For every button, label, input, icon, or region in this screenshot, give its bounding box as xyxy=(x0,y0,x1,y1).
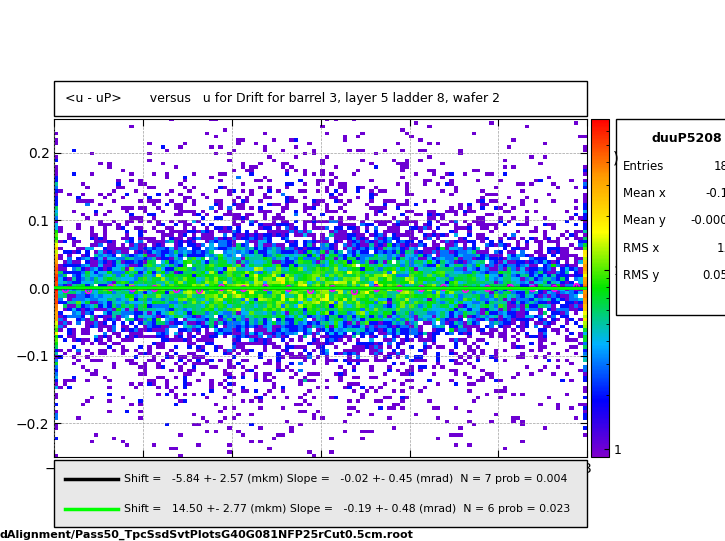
Text: Mean x: Mean x xyxy=(624,187,666,200)
Text: dAlignment/Pass50_TpcSsdSvtPlotsG40G081NFP25rCut0.5cm.root: dAlignment/Pass50_TpcSsdSvtPlotsG40G081N… xyxy=(0,530,414,540)
Text: Shift =   14.50 +- 2.77 (mkm) Slope =   -0.19 +- 0.48 (mrad)  N = 6 prob = 0.023: Shift = 14.50 +- 2.77 (mkm) Slope = -0.1… xyxy=(124,504,570,513)
Text: RMS x: RMS x xyxy=(624,242,660,255)
Text: RMS y: RMS y xyxy=(624,269,660,282)
Text: Mean y: Mean y xyxy=(624,214,666,228)
Text: -0.1899: -0.1899 xyxy=(705,187,725,200)
Text: 0.05756: 0.05756 xyxy=(703,269,725,282)
Text: duuP5208: duuP5208 xyxy=(652,132,722,145)
Text: -0.000936: -0.000936 xyxy=(690,214,725,228)
Text: 18067: 18067 xyxy=(713,160,725,173)
Text: Entries: Entries xyxy=(624,160,665,173)
Text: Shift =   -5.84 +- 2.57 (mkm) Slope =   -0.02 +- 0.45 (mrad)  N = 7 prob = 0.004: Shift = -5.84 +- 2.57 (mkm) Slope = -0.0… xyxy=(124,474,567,484)
Text: <u - uP>       versus   u for Drift for barrel 3, layer 5 ladder 8, wafer 2: <u - uP> versus u for Drift for barrel 3… xyxy=(65,92,500,105)
Text: ): ) xyxy=(613,150,618,165)
Text: 1.802: 1.802 xyxy=(717,242,725,255)
